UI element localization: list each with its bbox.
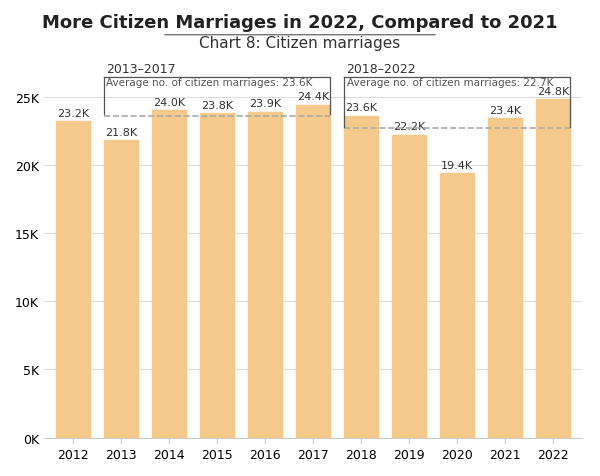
Text: 23.4K: 23.4K bbox=[489, 106, 521, 116]
Text: 2018–2022: 2018–2022 bbox=[347, 62, 416, 76]
Text: 2013–2017: 2013–2017 bbox=[106, 62, 176, 76]
Bar bbox=[200, 114, 233, 437]
Bar bbox=[296, 106, 330, 437]
Bar bbox=[104, 141, 137, 437]
Bar bbox=[56, 122, 89, 437]
Text: 23.2K: 23.2K bbox=[56, 109, 89, 119]
Text: Average no. of citizen marriages: 23.6K: Average no. of citizen marriages: 23.6K bbox=[106, 78, 313, 88]
Text: 23.8K: 23.8K bbox=[201, 100, 233, 110]
Text: Average no. of citizen marriages: 22.7K: Average no. of citizen marriages: 22.7K bbox=[347, 78, 553, 88]
Text: 19.4K: 19.4K bbox=[441, 160, 473, 170]
Bar bbox=[392, 136, 426, 437]
Bar bbox=[536, 100, 570, 437]
Text: 23.6K: 23.6K bbox=[345, 103, 377, 113]
Text: Chart 8: Citizen marriages: Chart 8: Citizen marriages bbox=[199, 36, 401, 50]
Bar bbox=[344, 117, 378, 437]
Bar bbox=[488, 119, 522, 437]
Text: 22.2K: 22.2K bbox=[393, 122, 425, 132]
Bar bbox=[152, 111, 185, 437]
Bar bbox=[440, 174, 474, 437]
Text: More Citizen Marriages in 2022, Compared to 2021: More Citizen Marriages in 2022, Compared… bbox=[42, 14, 558, 32]
Text: 24.0K: 24.0K bbox=[153, 98, 185, 108]
Text: 24.8K: 24.8K bbox=[537, 87, 569, 97]
Text: 21.8K: 21.8K bbox=[104, 128, 137, 138]
Text: 24.4K: 24.4K bbox=[297, 92, 329, 102]
Text: 23.9K: 23.9K bbox=[249, 99, 281, 109]
Bar bbox=[248, 112, 282, 437]
